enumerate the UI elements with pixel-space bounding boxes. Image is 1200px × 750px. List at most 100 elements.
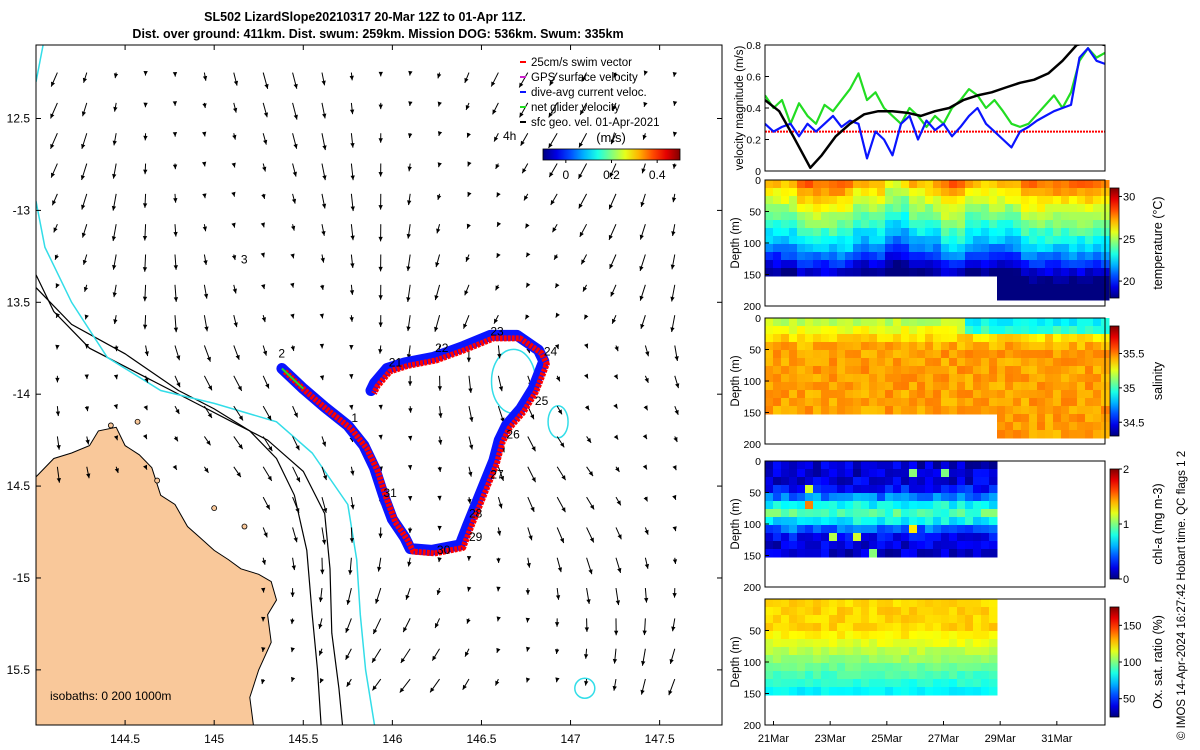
section-cell [1021,382,1030,391]
section-cell [797,236,806,245]
section-cell [1069,236,1078,245]
section-cell [933,687,942,696]
velocity-ytick-label: 0.8 [746,40,761,52]
section-cell [821,541,830,550]
section-cell [885,382,894,391]
section-cell [1093,390,1102,399]
geo-velocity-arrowhead [231,255,237,260]
section-cell [941,493,950,502]
legend-label: net glider velocity [531,102,620,114]
geo-velocity-arrowhead [173,327,179,333]
section-cell [869,477,878,486]
section-cell [997,326,1006,335]
section-cell [797,350,806,359]
section-cell [893,477,902,486]
geo-velocity-arrowhead [233,80,239,86]
section-cell [813,663,822,672]
section-cell [965,525,974,534]
section-cell [925,525,934,534]
geo-velocity-arrowhead [641,168,646,174]
section-cell [885,180,894,189]
section-cell [1005,204,1014,213]
geo-velocity-arrowhead [378,404,383,410]
land-mass [36,426,278,725]
section-cell [973,663,982,672]
section-cell [1077,398,1086,407]
section-cell [901,509,910,518]
section-cell [797,647,806,656]
section-cell [949,326,958,335]
section-cell [957,236,966,245]
section-cell [973,541,982,550]
section-cell [957,398,966,407]
section-cell [933,350,942,359]
geo-velocity-arrowhead [372,657,377,663]
section-cell [981,517,990,526]
geo-velocity-arrowhead [346,681,351,687]
section-cell [845,196,854,205]
section-cell [845,533,854,542]
section-cell [925,334,934,343]
geo-velocity-arrowhead [290,253,295,259]
section-cell [949,501,958,510]
section-cell [901,541,910,550]
section-cell [837,461,846,470]
section-cell [981,382,990,391]
section-cell [821,493,830,502]
section-cell [909,485,918,494]
section-cell [949,647,958,656]
section-cell [925,687,934,696]
section-cell [1077,334,1086,343]
geo-velocity-arrowhead [644,529,649,535]
geo-velocity-arrowhead [436,228,441,234]
section-cell [797,212,806,221]
section-cell [805,228,814,237]
geo-velocity-arrowhead [464,290,469,296]
section-cell [933,220,942,229]
geo-velocity-arrowhead [113,374,119,380]
section-cell [789,196,798,205]
section-cell [877,366,886,375]
geo-velocity-arrowhead [580,109,585,115]
section-cell [829,639,838,648]
section-cell [837,268,846,277]
geo-velocity-arrowhead [407,381,413,386]
section-cell [1013,326,1022,335]
section-cell [981,406,990,415]
section-cell [981,374,990,383]
section-cell [1077,260,1086,269]
geo-velocity-arrowhead [378,104,383,110]
section-cell [917,631,926,640]
section-cell [901,517,910,526]
section-cell [781,358,790,367]
section-cell [853,679,862,688]
geo-velocity-arrowhead [375,598,380,604]
geo-velocity-arrowhead [172,71,178,77]
section-cell [981,655,990,664]
day-label: 28 [469,506,483,520]
section-cell [1005,414,1014,423]
section-cell [1013,430,1022,439]
section-cell [773,647,782,656]
section-cell [861,607,870,616]
section-cell [813,188,822,197]
section-cell [1029,204,1038,213]
section-cell [1093,260,1102,269]
section-cell [1077,228,1086,237]
section-cell [829,477,838,486]
section-cell [957,663,966,672]
section-cell [781,228,790,237]
section-cell [829,220,838,229]
section-cell [805,541,814,550]
section-cell [957,517,966,526]
section-cell [877,244,886,253]
section-cell [965,260,974,269]
section-cell [869,655,878,664]
section-cell [957,358,966,367]
section-cell [1021,406,1030,415]
section-cell [1077,276,1086,285]
section-cell [925,509,934,518]
geo-velocity-arrowhead [465,256,470,262]
section-cell [773,469,782,478]
